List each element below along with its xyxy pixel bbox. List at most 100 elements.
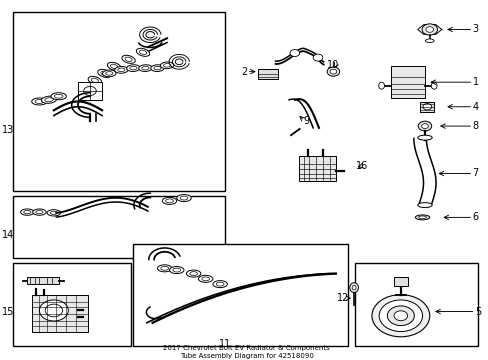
Ellipse shape: [163, 64, 170, 67]
Ellipse shape: [45, 98, 53, 102]
Text: 12: 12: [336, 293, 348, 303]
Bar: [27, 277, 59, 284]
Ellipse shape: [414, 215, 429, 220]
Bar: [393, 277, 407, 286]
Text: 9: 9: [303, 116, 309, 126]
Ellipse shape: [98, 69, 111, 77]
Ellipse shape: [139, 50, 146, 54]
Ellipse shape: [162, 197, 176, 204]
Ellipse shape: [169, 266, 183, 274]
Ellipse shape: [216, 282, 224, 286]
Ellipse shape: [20, 209, 34, 215]
Ellipse shape: [102, 70, 116, 77]
Text: 15: 15: [2, 307, 14, 317]
Circle shape: [422, 104, 431, 110]
Ellipse shape: [50, 211, 58, 215]
Circle shape: [289, 50, 299, 57]
Ellipse shape: [110, 64, 118, 68]
Ellipse shape: [378, 82, 384, 89]
Text: 8: 8: [471, 121, 478, 131]
Ellipse shape: [105, 72, 113, 75]
Bar: [298, 156, 336, 181]
Circle shape: [425, 27, 433, 32]
Circle shape: [45, 304, 62, 317]
Ellipse shape: [186, 270, 201, 277]
Ellipse shape: [24, 211, 31, 214]
Ellipse shape: [160, 62, 174, 69]
Circle shape: [386, 306, 413, 325]
Circle shape: [421, 24, 437, 35]
Ellipse shape: [36, 211, 43, 214]
Ellipse shape: [173, 268, 180, 272]
Ellipse shape: [47, 210, 61, 216]
Text: 13: 13: [2, 125, 14, 135]
Ellipse shape: [41, 96, 57, 103]
Text: 5: 5: [474, 306, 480, 316]
Text: 2017 Chevrolet Bolt EV Radiator & Components: 2017 Chevrolet Bolt EV Radiator & Compon…: [163, 345, 329, 351]
Ellipse shape: [418, 216, 426, 219]
Circle shape: [312, 54, 322, 61]
Text: 6: 6: [471, 212, 478, 222]
Text: 3: 3: [471, 24, 478, 35]
Ellipse shape: [126, 65, 140, 72]
Ellipse shape: [176, 194, 191, 202]
Circle shape: [329, 69, 336, 74]
Ellipse shape: [33, 209, 46, 215]
Text: Tube Assembly Diagram for 42518090: Tube Assembly Diagram for 42518090: [180, 352, 313, 359]
Ellipse shape: [202, 277, 209, 281]
Circle shape: [421, 123, 427, 129]
Ellipse shape: [154, 66, 161, 70]
Text: 2: 2: [241, 67, 247, 77]
Ellipse shape: [165, 199, 173, 203]
Ellipse shape: [180, 196, 187, 200]
Ellipse shape: [425, 39, 433, 42]
Ellipse shape: [88, 76, 102, 85]
Text: 16: 16: [355, 162, 367, 171]
Ellipse shape: [114, 67, 128, 73]
Circle shape: [378, 300, 422, 332]
Bar: [13, 12, 224, 191]
Ellipse shape: [157, 265, 172, 272]
Bar: [13, 196, 224, 258]
Ellipse shape: [122, 55, 135, 63]
Ellipse shape: [32, 98, 47, 105]
Circle shape: [40, 300, 68, 321]
Bar: [13, 263, 131, 346]
Ellipse shape: [150, 65, 164, 72]
Bar: [354, 263, 477, 346]
Circle shape: [371, 294, 429, 337]
Ellipse shape: [189, 272, 197, 275]
Ellipse shape: [118, 68, 125, 72]
Ellipse shape: [417, 135, 431, 140]
Ellipse shape: [136, 48, 149, 56]
Ellipse shape: [142, 66, 149, 70]
Text: 4: 4: [471, 102, 478, 112]
Text: 11: 11: [219, 339, 231, 349]
Ellipse shape: [54, 94, 63, 98]
Ellipse shape: [351, 285, 355, 290]
Ellipse shape: [107, 62, 121, 71]
Text: 1: 1: [471, 77, 478, 87]
Ellipse shape: [161, 266, 168, 270]
Ellipse shape: [349, 283, 358, 293]
Circle shape: [393, 311, 407, 321]
Circle shape: [326, 67, 339, 76]
Ellipse shape: [212, 280, 227, 288]
Bar: [419, 102, 433, 112]
Ellipse shape: [125, 57, 132, 62]
Ellipse shape: [430, 82, 436, 89]
Ellipse shape: [51, 93, 66, 100]
Ellipse shape: [91, 78, 98, 82]
Circle shape: [417, 121, 431, 131]
Ellipse shape: [101, 71, 108, 76]
Bar: [32, 294, 87, 332]
Text: 7: 7: [471, 168, 478, 179]
Bar: [78, 82, 102, 100]
Circle shape: [83, 86, 96, 95]
Ellipse shape: [417, 203, 431, 208]
Text: 14: 14: [2, 230, 14, 240]
Ellipse shape: [129, 66, 137, 70]
Ellipse shape: [198, 275, 212, 282]
Text: 10: 10: [326, 60, 339, 69]
Ellipse shape: [139, 65, 152, 72]
